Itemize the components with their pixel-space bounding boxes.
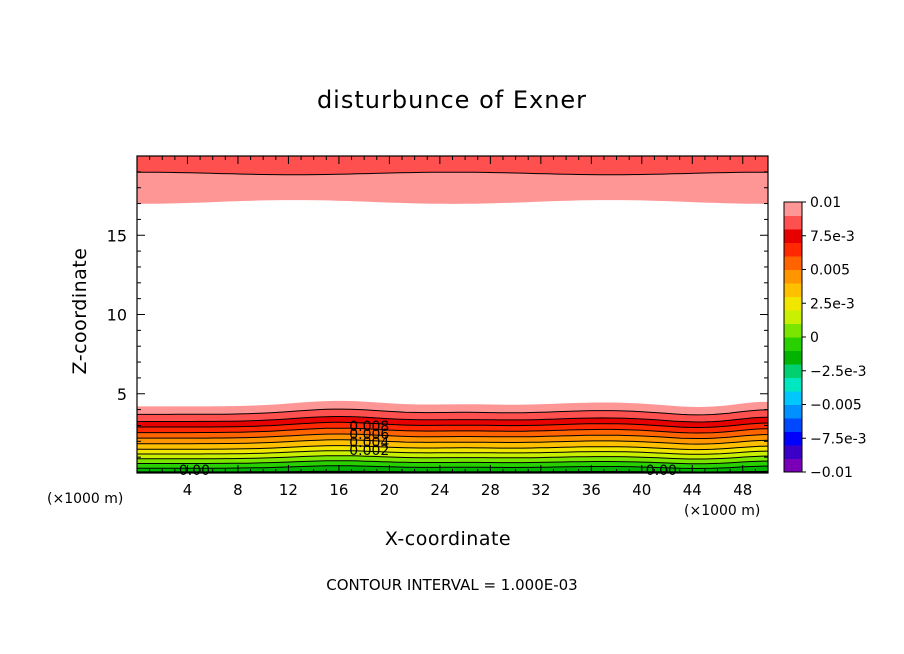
contour-line-bottom bbox=[137, 460, 769, 465]
contour-line-bottom bbox=[137, 445, 769, 451]
colorbar-swatch bbox=[784, 256, 802, 270]
colorbar-swatch bbox=[784, 229, 802, 243]
colorbar-tick-label: −7.5e-3 bbox=[810, 431, 867, 447]
colorbar-swatch bbox=[784, 404, 802, 419]
colorbar-swatch bbox=[784, 242, 802, 257]
colorbar-swatch bbox=[784, 458, 802, 473]
colorbar-swatch bbox=[784, 445, 802, 459]
contour-label: 0.00 bbox=[646, 463, 677, 479]
contour-fill-bottom bbox=[137, 445, 768, 455]
x-tick-label: 12 bbox=[279, 481, 298, 499]
colorbar-tick-label: 0 bbox=[810, 330, 819, 346]
colorbar-swatch bbox=[784, 215, 802, 230]
contour-line-bottom bbox=[137, 450, 769, 455]
x-tick-label: 8 bbox=[233, 481, 243, 499]
colorbar-tick-label: −0.01 bbox=[810, 465, 853, 481]
colorbar-swatch bbox=[784, 310, 802, 324]
x-tick-label: 40 bbox=[632, 481, 651, 499]
contour-fill-bottom bbox=[137, 428, 768, 439]
colorbar-swatch bbox=[784, 269, 802, 284]
contour-fill-bottom bbox=[137, 400, 768, 415]
colorbar-tick-label: 2.5e-3 bbox=[810, 296, 855, 312]
x-tick-label: 48 bbox=[733, 481, 752, 499]
colorbar-swatch bbox=[784, 202, 802, 216]
y-tick-label: 15 bbox=[107, 226, 127, 245]
colorbar-swatch bbox=[784, 337, 802, 351]
colorbar-swatch bbox=[784, 418, 802, 432]
colorbar-tick-label: 0.01 bbox=[810, 195, 841, 211]
x-unit-label-left: (×1000 m) bbox=[47, 491, 124, 507]
x-tick-label: 16 bbox=[329, 481, 348, 499]
contour-fill-top-1 bbox=[137, 156, 768, 175]
colorbar-tick-label: 0.005 bbox=[810, 263, 850, 279]
x-tick-label: 20 bbox=[380, 481, 399, 499]
contour-fill-bottom bbox=[137, 422, 768, 433]
x-axis-label: X-coordinate bbox=[384, 528, 512, 550]
x-unit-label-right: (×1000 m) bbox=[684, 503, 761, 519]
x-tick-label: 44 bbox=[683, 481, 702, 499]
colorbar-tick-label: −2.5e-3 bbox=[810, 364, 867, 380]
y-tick-label: 5 bbox=[117, 385, 127, 404]
contour-fill-bottom bbox=[137, 416, 768, 428]
colorbar-swatch bbox=[784, 431, 802, 446]
colorbar-swatch bbox=[784, 364, 802, 378]
x-tick-label: 24 bbox=[430, 481, 449, 499]
colorbar-swatch bbox=[784, 391, 802, 405]
colorbar-swatch bbox=[784, 283, 802, 297]
colorbar-swatch bbox=[784, 350, 802, 365]
y-axis-label: Z-coordinate bbox=[69, 247, 91, 375]
contour-line-bottom bbox=[137, 465, 769, 470]
colorbar-swatch bbox=[784, 323, 802, 338]
x-tick-label: 28 bbox=[481, 481, 500, 499]
contour-line-bottom bbox=[137, 416, 769, 423]
x-tick-label: 4 bbox=[183, 481, 193, 499]
contour-fill-top-2 bbox=[137, 172, 768, 204]
contour-fill-bottom bbox=[137, 439, 768, 450]
contour-line-bottom bbox=[137, 427, 769, 434]
contour-line-top bbox=[137, 171, 768, 176]
y-tick-label: 10 bbox=[107, 306, 127, 325]
contour-fill-bottom bbox=[137, 450, 768, 459]
contour-line-bottom bbox=[137, 455, 769, 460]
contour-label: 0.002 bbox=[349, 443, 389, 459]
contour-fill-bottom bbox=[137, 409, 768, 422]
colorbar-swatch bbox=[784, 296, 802, 311]
colorbar-swatch bbox=[784, 377, 802, 392]
x-tick-label: 36 bbox=[582, 481, 601, 499]
contour-label: 0.004 bbox=[349, 435, 389, 451]
colorbar-tick-label: 7.5e-3 bbox=[810, 229, 855, 245]
contour-label: 0.008 bbox=[349, 419, 389, 435]
x-tick-label: 32 bbox=[531, 481, 550, 499]
contour-label: 0.006 bbox=[349, 427, 389, 443]
contour-line-bottom bbox=[137, 408, 769, 416]
contour-fill-bottom bbox=[137, 434, 768, 445]
contour-line-bottom bbox=[137, 421, 769, 429]
contour-label: 0.00 bbox=[179, 463, 210, 479]
colorbar: 0.01 7.5e-3 0.005 2.5e-3 0 −2.5e-3 −0.005 −7.5e… bbox=[783, 195, 867, 481]
contour-line-bottom bbox=[137, 439, 769, 445]
colorbar-tick-label: −0.005 bbox=[810, 398, 862, 414]
chart-title: disturbunce of Exner bbox=[316, 86, 588, 114]
contour-interval-note: CONTOUR INTERVAL = 1.000E-03 bbox=[326, 576, 578, 594]
contour-line-bottom bbox=[137, 433, 769, 439]
